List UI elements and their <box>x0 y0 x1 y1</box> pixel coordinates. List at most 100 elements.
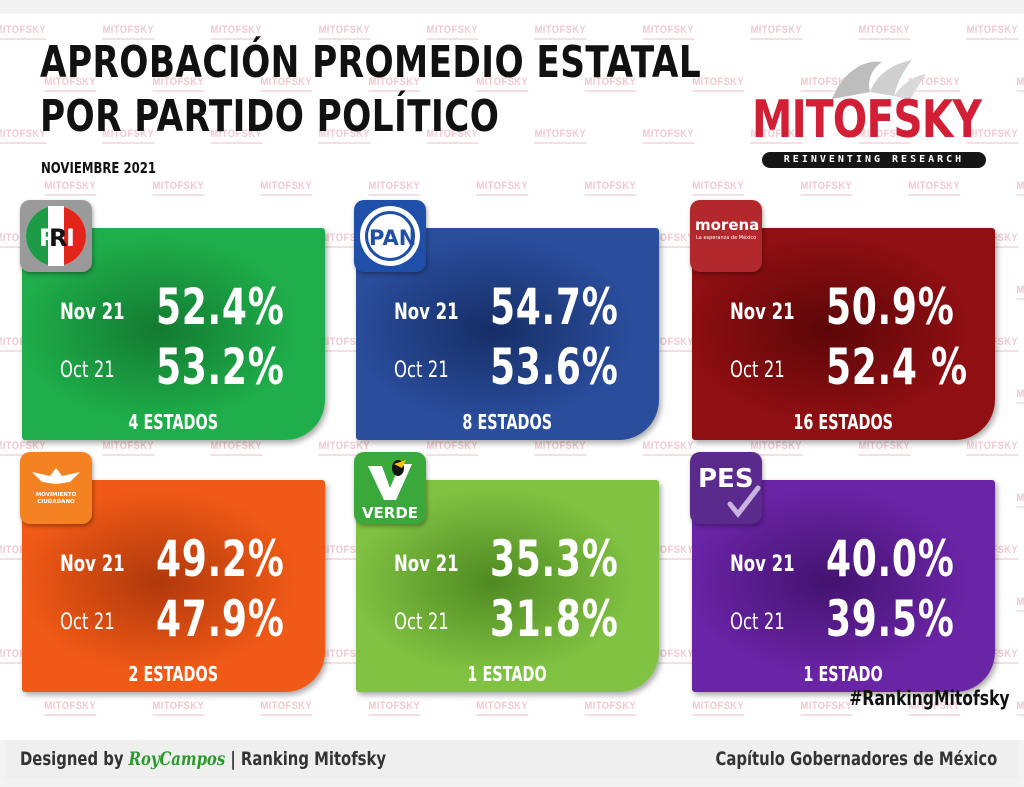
watermark-text: MITOFSKY <box>103 440 155 456</box>
watermark-text: MITOFSKY <box>153 76 205 92</box>
svg-text:I: I <box>66 224 75 252</box>
watermark-text: MITOFSKY <box>967 24 1019 40</box>
footer-credits: Designed by RoyCampos | Ranking Mitofsky <box>20 748 386 770</box>
value-oct: 53.6% <box>490 338 619 396</box>
value-oct: 47.9% <box>156 590 285 648</box>
party-card-pri: P R I Nov 21 52.4% Oct 21 53.2% 4 ESTADO… <box>20 200 325 440</box>
svg-text:PAN: PAN <box>369 226 416 250</box>
bird-logo-icon <box>832 60 926 100</box>
label-nov: Nov 21 <box>394 552 459 577</box>
title-line-2: POR PARTIDO POLÍTICO <box>40 91 500 142</box>
label-oct: Oct 21 <box>60 358 115 383</box>
watermark-text: MITOFSKY <box>153 700 205 716</box>
ranking-label: | Ranking Mitofsky <box>230 748 387 770</box>
value-nov: 40.0% <box>826 530 955 588</box>
watermark-text: MITOFSKY <box>801 180 853 196</box>
page-title: APROBACIÓN PROMEDIO ESTATAL POR PARTIDO … <box>40 36 701 144</box>
value-oct: 31.8% <box>490 590 619 648</box>
watermark-text: MITOFSKY <box>319 440 371 456</box>
watermark-text: MITOFSKY <box>643 128 695 144</box>
watermark-text: MITOFSKY <box>1017 492 1024 508</box>
watermark-text: MITOFSKY <box>427 128 479 144</box>
watermark-text: MITOFSKY <box>1017 180 1024 196</box>
party-card-pan: PAN Nov 21 54.7% Oct 21 53.6% 8 ESTADOS <box>354 200 659 440</box>
watermark-text: MITOFSKY <box>859 440 911 456</box>
watermark-text: MITOFSKY <box>319 24 371 40</box>
hashtag: #RankingMitofsky <box>849 686 1010 710</box>
label-oct: Oct 21 <box>730 358 785 383</box>
watermark-text: MITOFSKY <box>103 128 155 144</box>
party-card-morena: morena La esperanza de México Nov 21 50.… <box>690 200 995 440</box>
watermark-text: MITOFSKY <box>643 440 695 456</box>
verde-logo-icon: VERDE <box>354 452 426 524</box>
watermark-text: MITOFSKY <box>967 440 1019 456</box>
watermark-text: MITOFSKY <box>751 128 803 144</box>
label-nov: Nov 21 <box>60 552 125 577</box>
label-oct: Oct 21 <box>730 610 785 635</box>
watermark-text: MITOFSKY <box>535 128 587 144</box>
watermark-text: MITOFSKY <box>427 24 479 40</box>
watermark-text: MITOFSKY <box>211 128 263 144</box>
svg-text:VERDE: VERDE <box>362 504 418 522</box>
movimiento-ciudadano-logo-icon: MOVIMIENTO CIUDADANO <box>20 452 92 524</box>
watermark-text: MITOFSKY <box>477 76 529 92</box>
label-nov: Nov 21 <box>730 552 795 577</box>
watermark-text: MITOFSKY <box>45 700 97 716</box>
svg-text:CIUDADANO: CIUDADANO <box>37 499 75 505</box>
designer-signature: RoyCampos <box>128 748 226 770</box>
footer-chapter: Capítulo Gobernadores de México <box>715 748 997 770</box>
watermark-text: MITOFSKY <box>319 128 371 144</box>
watermark-text: MITOFSKY <box>0 24 46 40</box>
watermark-text: MITOFSKY <box>643 24 695 40</box>
footer: Designed by RoyCampos | Ranking Mitofsky… <box>5 740 1019 778</box>
watermark-text: MITOFSKY <box>211 440 263 456</box>
watermark-text: MITOFSKY <box>967 128 1019 144</box>
svg-text:MOVIMIENTO: MOVIMIENTO <box>36 492 77 498</box>
estados-count: 1 ESTADO <box>803 662 884 686</box>
morena-logo-icon: morena La esperanza de México <box>690 200 762 272</box>
watermark-text: MITOFSKY <box>369 700 421 716</box>
value-oct: 52.4 % <box>826 338 968 396</box>
watermark-text: MITOFSKY <box>751 24 803 40</box>
watermark-text: MITOFSKY <box>535 440 587 456</box>
label-nov: Nov 21 <box>394 300 459 325</box>
estados-count: 16 ESTADOS <box>793 410 894 434</box>
subtitle-date: NOVIEMBRE 2021 <box>41 159 157 177</box>
label-nov: Nov 21 <box>730 300 795 325</box>
watermark-text: MITOFSKY <box>859 24 911 40</box>
pri-logo-icon: P R I <box>20 200 92 272</box>
watermark-text: MITOFSKY <box>369 180 421 196</box>
watermark-text: MITOFSKY <box>1017 284 1024 300</box>
value-nov: 54.7% <box>490 278 619 336</box>
watermark-text: MITOFSKY <box>1017 596 1024 612</box>
logo-tagline: REINVENTING RESEARCH <box>762 152 986 168</box>
estados-count: 8 ESTADOS <box>462 410 553 434</box>
infographic: MITOFSKYMITOFSKYMITOFSKYMITOFSKYMITOFSKY… <box>0 14 1024 740</box>
watermark-text: MITOFSKY <box>1017 388 1024 404</box>
watermark-text: MITOFSKY <box>477 700 529 716</box>
label-oct: Oct 21 <box>394 610 449 635</box>
watermark-text: MITOFSKY <box>45 180 97 196</box>
watermark-text: MITOFSKY <box>909 700 961 716</box>
watermark-text: MITOFSKY <box>1017 76 1024 92</box>
watermark-text: MITOFSKY <box>369 76 421 92</box>
value-nov: 52.4% <box>156 278 285 336</box>
watermark-text: MITOFSKY <box>585 180 637 196</box>
value-nov: 35.3% <box>490 530 619 588</box>
pan-logo-icon: PAN <box>354 200 426 272</box>
watermark-text: MITOFSKY <box>585 700 637 716</box>
logo-wordmark: MITOFSKY <box>752 90 982 150</box>
value-nov: 50.9% <box>826 278 955 336</box>
watermark-text: MITOFSKY <box>751 440 803 456</box>
watermark-text: MITOFSKY <box>801 700 853 716</box>
label-nov: Nov 21 <box>60 300 125 325</box>
watermark-text: MITOFSKY <box>261 700 313 716</box>
watermark-text: MITOFSKY <box>261 76 313 92</box>
svg-text:P: P <box>39 224 57 252</box>
value-oct: 53.2% <box>156 338 285 396</box>
mitofsky-logo: MITOFSKY REINVENTING RESEARCH <box>752 60 992 168</box>
pes-logo-icon: PES <box>690 452 762 524</box>
watermark-text: MITOFSKY <box>585 76 637 92</box>
watermark-text: MITOFSKY <box>477 180 529 196</box>
watermark-text: MITOFSKY <box>859 128 911 144</box>
